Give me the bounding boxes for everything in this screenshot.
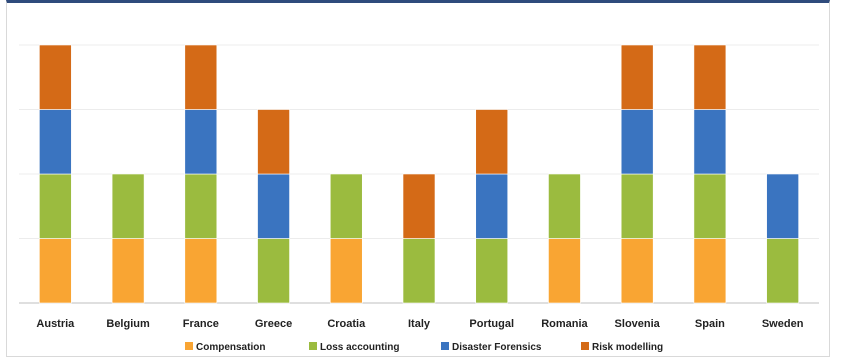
x-tick-label: Belgium (106, 318, 150, 330)
bar-segment-compensation (693, 238, 727, 304)
bar-segment-compensation (39, 238, 72, 304)
legend-label: Disaster Forensics (452, 342, 542, 353)
x-tick-label: Austria (36, 318, 75, 330)
chart-frame: Austria Belgium France Greece Croatia Italy Po… (6, 0, 830, 357)
legend-swatch (581, 342, 589, 350)
bar-segment-loss-accounting (329, 173, 363, 239)
legend-swatch (309, 342, 317, 350)
bar-segment-risk-modelling (693, 44, 727, 110)
bar-segment-disaster-forensics (184, 109, 218, 175)
legend-swatch (441, 342, 449, 350)
x-tick-label: France (183, 318, 219, 330)
x-tick-label: Slovenia (615, 318, 661, 330)
bar-segment-loss-accounting (257, 238, 290, 304)
x-tick-label: Croatia (327, 318, 366, 330)
bar-segment-loss-accounting (111, 173, 145, 239)
bar-segment-disaster-forensics (257, 173, 290, 239)
x-tick-label: Greece (255, 318, 292, 330)
bar-segment-loss-accounting (475, 238, 509, 304)
bar-segment-loss-accounting (402, 238, 436, 304)
bar-segment-disaster-forensics (766, 173, 799, 239)
bar-segment-risk-modelling (257, 109, 290, 175)
bar-segment-loss-accounting (548, 173, 581, 239)
bar-segment-compensation (620, 238, 654, 304)
legend-label: Risk modelling (592, 342, 663, 353)
bar-segment-compensation (111, 238, 145, 304)
bar-segment-risk-modelling (39, 44, 72, 110)
legend-swatch (185, 342, 193, 350)
bar-segment-risk-modelling (184, 44, 218, 110)
bar-segment-risk-modelling (620, 44, 654, 110)
bar-segment-loss-accounting (693, 173, 727, 239)
bar-segment-disaster-forensics (620, 109, 654, 175)
bar-segment-compensation (548, 238, 581, 304)
bar-segment-loss-accounting (39, 173, 72, 239)
x-tick-label: Sweden (762, 318, 804, 330)
bar-segment-loss-accounting (766, 238, 799, 304)
bar-segment-compensation (329, 238, 363, 304)
bar-segment-disaster-forensics (475, 173, 509, 239)
x-tick-label: Portugal (469, 318, 514, 330)
x-tick-label: Spain (695, 318, 725, 330)
bar-segment-loss-accounting (620, 173, 654, 239)
bar-segment-compensation (184, 238, 218, 304)
bar-segment-disaster-forensics (39, 109, 72, 175)
x-tick-label: Romania (541, 318, 588, 330)
stacked-bar-chart: Austria Belgium France Greece Croatia Italy Po… (19, 44, 819, 353)
bar-segment-risk-modelling (475, 109, 509, 175)
bar-segment-loss-accounting (184, 173, 218, 239)
legend-label: Loss accounting (320, 342, 399, 353)
x-tick-label: Italy (408, 318, 431, 330)
bar-segment-disaster-forensics (693, 109, 727, 175)
legend-label: Compensation (196, 342, 265, 353)
bar-segment-risk-modelling (402, 173, 436, 239)
